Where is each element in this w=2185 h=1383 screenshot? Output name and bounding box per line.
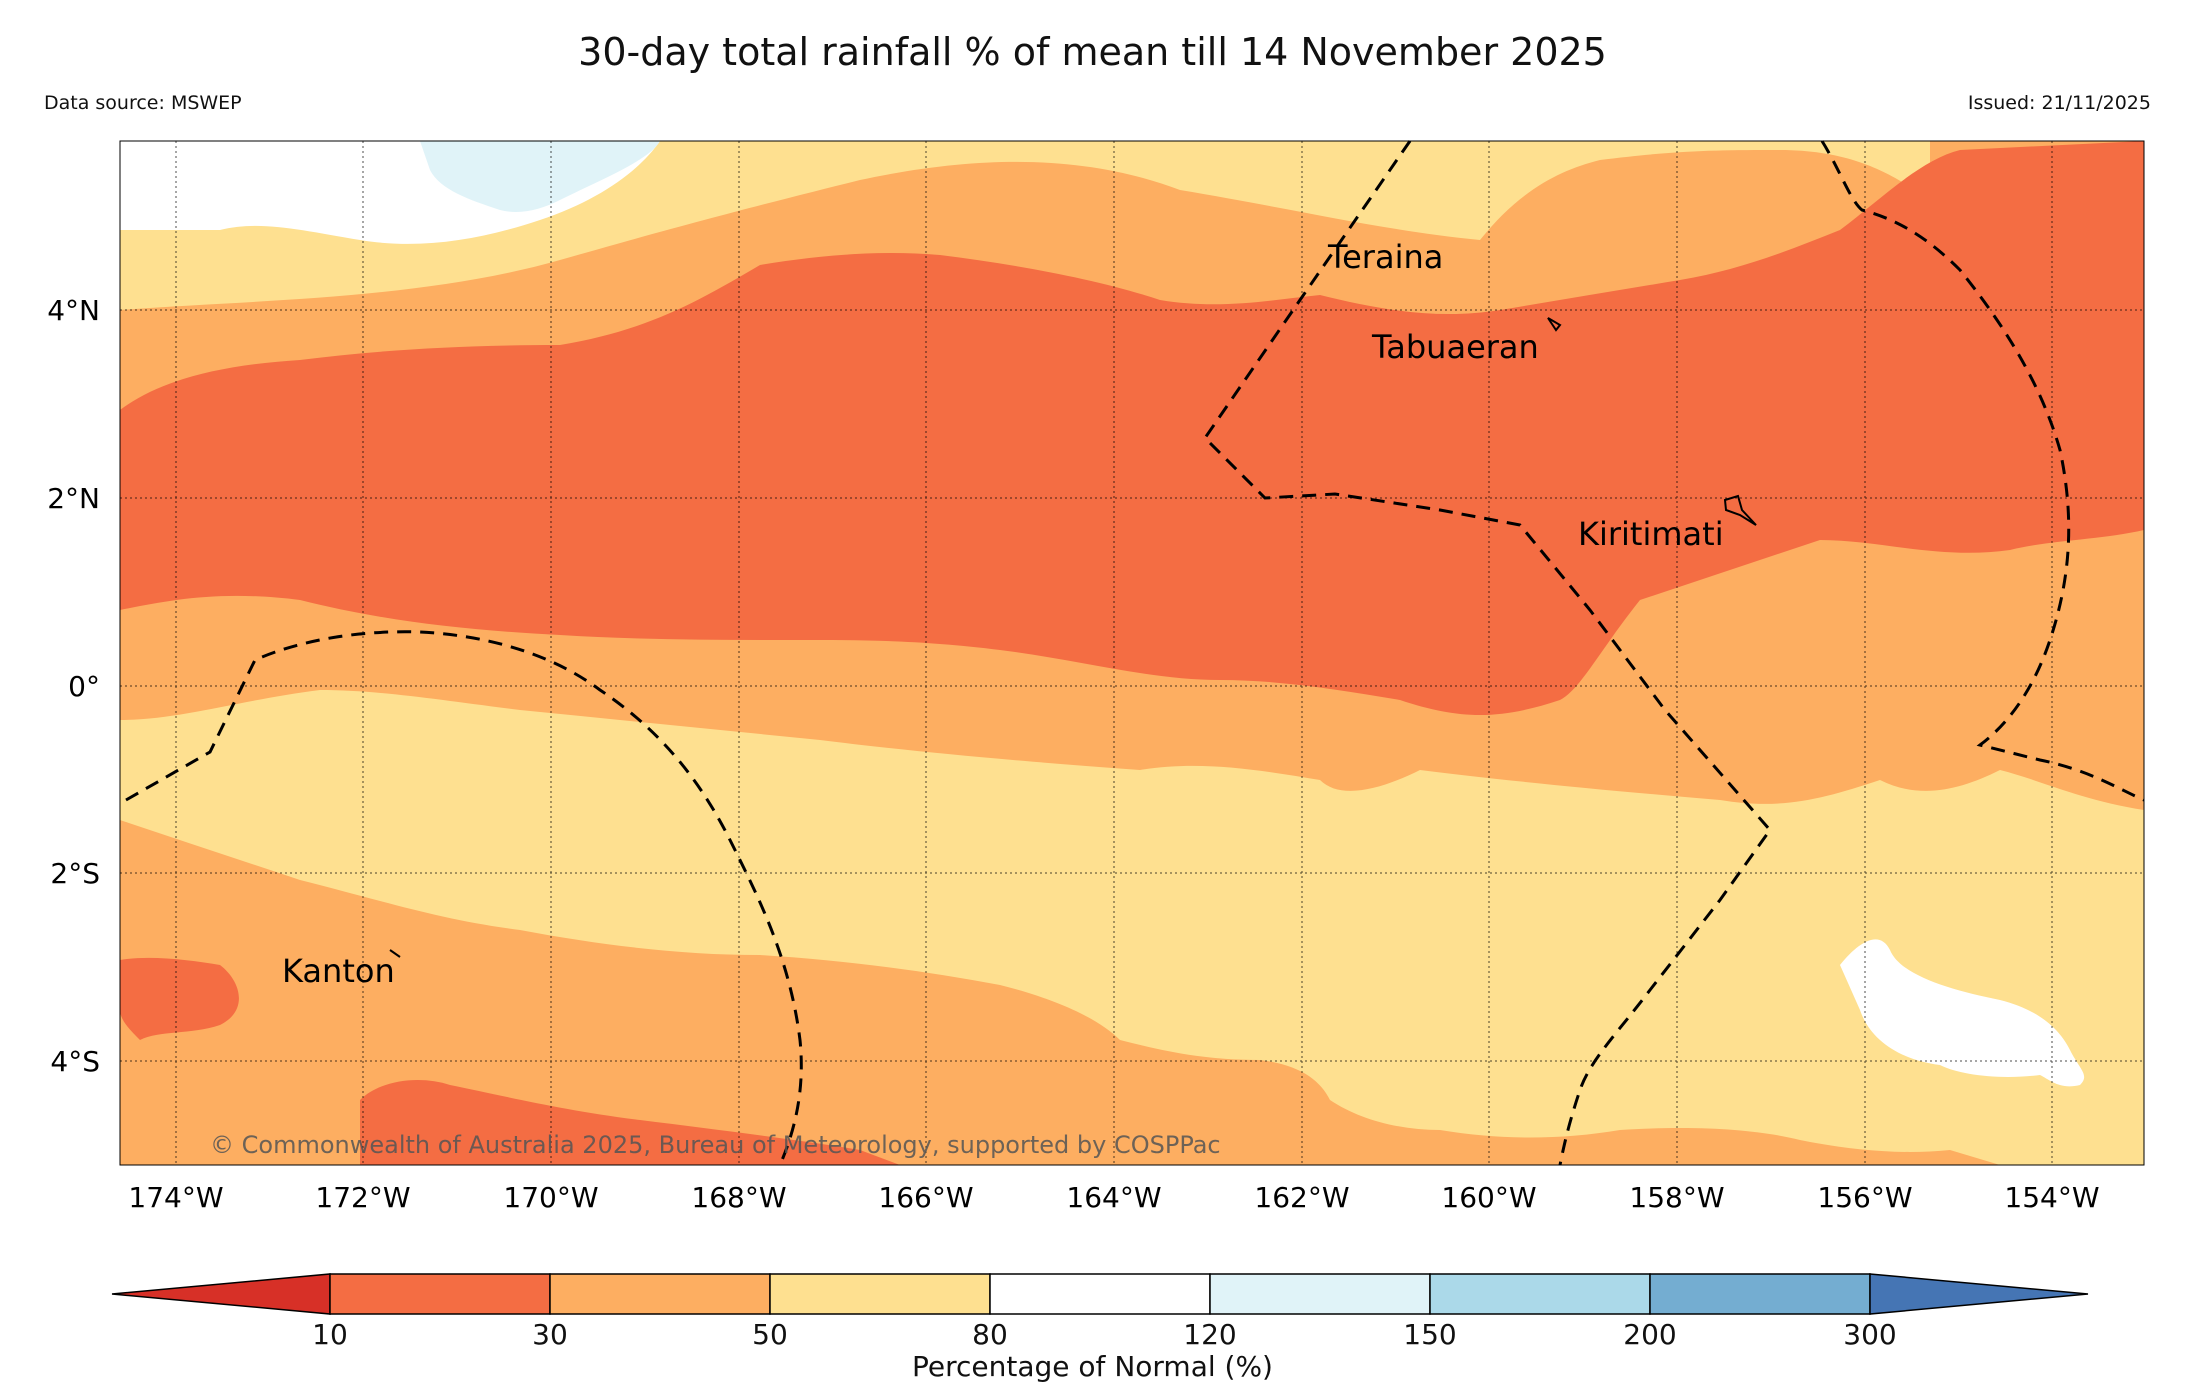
lon-tick-label: 168°W xyxy=(691,1181,786,1214)
lon-tick-label: 154°W xyxy=(2004,1181,2099,1214)
lon-tick-label: 158°W xyxy=(1629,1181,1724,1214)
field-80-120-southeast xyxy=(1840,939,2085,1087)
lat-tick-label: 2°S xyxy=(50,857,100,890)
field-30-50-south xyxy=(120,820,2000,1165)
colorbar-tick-label: 80 xyxy=(972,1318,1008,1351)
lon-tick-label: 162°W xyxy=(1254,1181,1349,1214)
lat-tick-label: 4°S xyxy=(50,1045,100,1078)
lon-tick-label: 160°W xyxy=(1441,1181,1536,1214)
place-label-tabuaeran: Tabuaeran xyxy=(1371,328,1539,366)
copyright-notice: © Commonwealth of Australia 2025, Bureau… xyxy=(210,1131,1221,1159)
colorbar-segment-200-300 xyxy=(1649,1273,1871,1315)
place-label-kanton: Kanton xyxy=(282,952,395,990)
colorbar-tick-label: 300 xyxy=(1843,1318,1897,1351)
colorbar-segment-80-120 xyxy=(989,1273,1211,1315)
tabuaeran-island xyxy=(1547,317,1562,332)
map-title: 30-day total rainfall % of mean till 14 … xyxy=(578,30,1607,74)
lon-tick-label: 166°W xyxy=(878,1181,973,1214)
kiritimati-island xyxy=(1723,494,1757,526)
colorbar-tick-label: 50 xyxy=(752,1318,788,1351)
colorbar-tick-label: 200 xyxy=(1623,1318,1677,1351)
colorbar-tick-label: 30 xyxy=(532,1318,568,1351)
data-source: Data source: MSWEP xyxy=(44,92,242,114)
lat-tick-label: 2°N xyxy=(47,482,100,515)
lon-tick-labels: 174°W 172°W 170°W 168°W 166°W 164°W 162°… xyxy=(128,1181,2099,1214)
colorbar xyxy=(111,1273,2089,1315)
field-10-30-southwest xyxy=(120,957,239,1040)
field-120-150-north xyxy=(420,141,660,212)
colorbar-segment-150-200 xyxy=(1429,1273,1651,1315)
lon-tick-label: 156°W xyxy=(1817,1181,1912,1214)
rainfall-fields xyxy=(120,141,2144,1165)
lat-tick-label: 4°N xyxy=(47,294,100,327)
lon-tick-label: 174°W xyxy=(128,1181,223,1214)
colorbar-segment-gt300 xyxy=(1869,1273,2089,1315)
place-label-kiritimati: Kiritimati xyxy=(1578,515,1724,553)
lon-tick-label: 164°W xyxy=(1066,1181,1161,1214)
colorbar-title: Percentage of Normal (%) xyxy=(912,1350,1273,1383)
field-10-30-band xyxy=(120,141,2144,715)
colorbar-segment-lt10 xyxy=(111,1273,331,1315)
islands xyxy=(389,317,1757,958)
lon-tick-label: 172°W xyxy=(315,1181,410,1214)
place-label-teraina: Teraina xyxy=(1327,238,1443,276)
colorbar-tick-label: 150 xyxy=(1403,1318,1457,1351)
eez-boundaries xyxy=(125,140,2145,1166)
issued-date: Issued: 21/11/2025 xyxy=(1967,92,2151,114)
field-10-30-south xyxy=(360,1080,900,1165)
map-frame xyxy=(119,140,2145,1166)
colorbar-tick-label: 10 xyxy=(312,1318,348,1351)
colorbar-segment-120-150 xyxy=(1209,1273,1431,1315)
colorbar-tick-label: 120 xyxy=(1183,1318,1237,1351)
colorbar-segment-30-50 xyxy=(549,1273,771,1315)
gridlines xyxy=(120,141,2144,1165)
lat-tick-label: 0° xyxy=(68,670,100,703)
colorbar-segment-10-30 xyxy=(329,1273,551,1315)
lat-tick-labels: 4°N 2°N 0° 2°S 4°S xyxy=(47,294,100,1078)
kanton-island xyxy=(389,949,401,958)
colorbar-segment-50-80 xyxy=(769,1273,991,1315)
lon-tick-label: 170°W xyxy=(503,1181,598,1214)
